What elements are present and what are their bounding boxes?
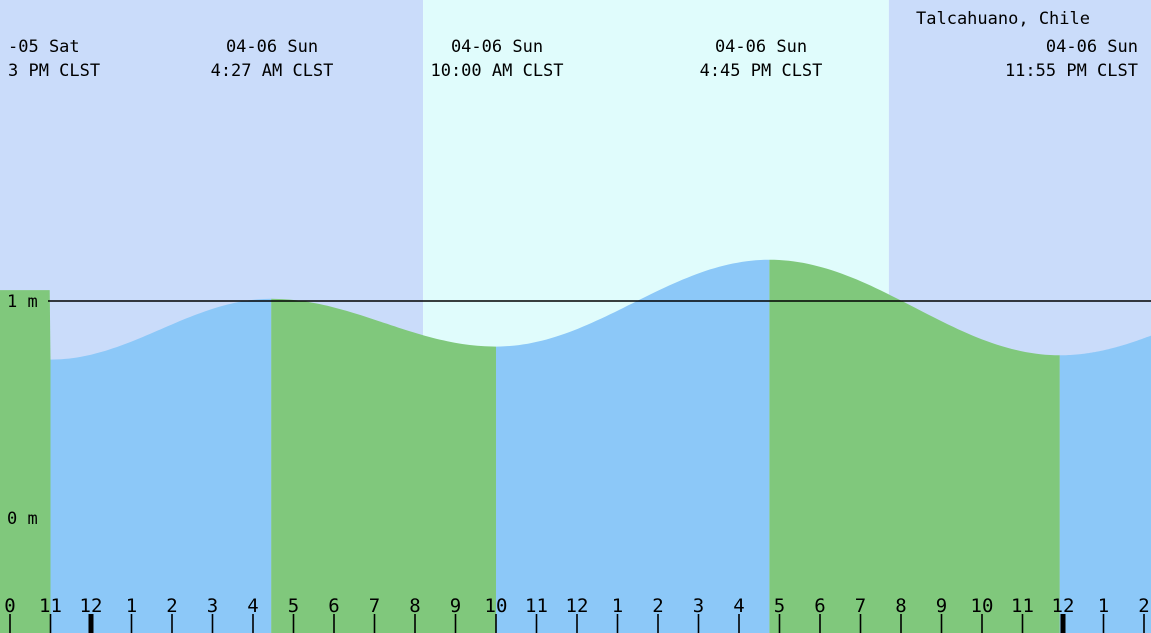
event-date-label: -05 Sat bbox=[8, 37, 80, 57]
y-tick-label: 0 m bbox=[7, 509, 38, 529]
y-tick-label: 1 m bbox=[7, 292, 38, 312]
falling-tide-area bbox=[0, 290, 51, 633]
event-time-label: 4:27 AM CLST bbox=[211, 61, 334, 81]
hour-tick-label: 4 bbox=[247, 595, 258, 617]
hour-tick-label: 9 bbox=[936, 595, 947, 617]
hour-tick-label: 12 bbox=[566, 595, 589, 617]
station-title: Talcahuano, Chile bbox=[916, 9, 1090, 29]
hour-tick-label: 1 bbox=[612, 595, 623, 617]
rising-tide-area bbox=[1059, 335, 1151, 633]
hour-tick-label: 3 bbox=[207, 595, 218, 617]
event-time-label: 10:00 AM CLST bbox=[430, 61, 563, 81]
hour-tick-label: 4 bbox=[733, 595, 744, 617]
hour-tick-label: 6 bbox=[328, 595, 339, 617]
event-time-label: 11:55 PM CLST bbox=[1005, 61, 1138, 81]
hour-tick-label: 2 bbox=[166, 595, 177, 617]
hour-tick-label: 6 bbox=[814, 595, 825, 617]
hour-tick-label: 11 bbox=[1011, 595, 1034, 617]
hour-tick-label: 10 bbox=[971, 595, 994, 617]
event-time-label: 3 PM CLST bbox=[8, 61, 100, 81]
hour-tick-label: 12 bbox=[1052, 595, 1075, 617]
hour-tick-label: 8 bbox=[895, 595, 906, 617]
hour-tick-label: 5 bbox=[774, 595, 785, 617]
event-date-label: 04-06 Sun bbox=[1046, 37, 1138, 57]
hour-tick-label: 3 bbox=[693, 595, 704, 617]
rising-tide-area bbox=[50, 298, 272, 633]
hour-tick-label: 1 bbox=[1098, 595, 1109, 617]
hour-tick-label: 11 bbox=[39, 595, 62, 617]
hour-tick-label: 5 bbox=[288, 595, 299, 617]
hour-tick-label: 2 bbox=[1138, 595, 1149, 617]
event-date-label: 04-06 Sun bbox=[226, 37, 318, 57]
event-date-label: 04-06 Sun bbox=[451, 37, 543, 57]
hour-tick-label: 10 bbox=[485, 595, 508, 617]
rising-tide-area bbox=[496, 259, 770, 633]
falling-tide-area bbox=[271, 298, 496, 633]
hour-tick-label: 12 bbox=[80, 595, 103, 617]
hour-tick-label: 0 bbox=[4, 595, 15, 617]
hour-tick-label: 9 bbox=[450, 595, 461, 617]
hour-tick-label: 7 bbox=[855, 595, 866, 617]
hour-tick-label: 7 bbox=[369, 595, 380, 617]
falling-tide-area bbox=[769, 259, 1060, 633]
event-date-label: 04-06 Sun bbox=[715, 37, 807, 57]
event-time-label: 4:45 PM CLST bbox=[700, 61, 823, 81]
hour-tick-label: 11 bbox=[525, 595, 548, 617]
hour-tick-label: 1 bbox=[126, 595, 137, 617]
hour-tick-label: 2 bbox=[652, 595, 663, 617]
hour-tick-label: 8 bbox=[409, 595, 420, 617]
